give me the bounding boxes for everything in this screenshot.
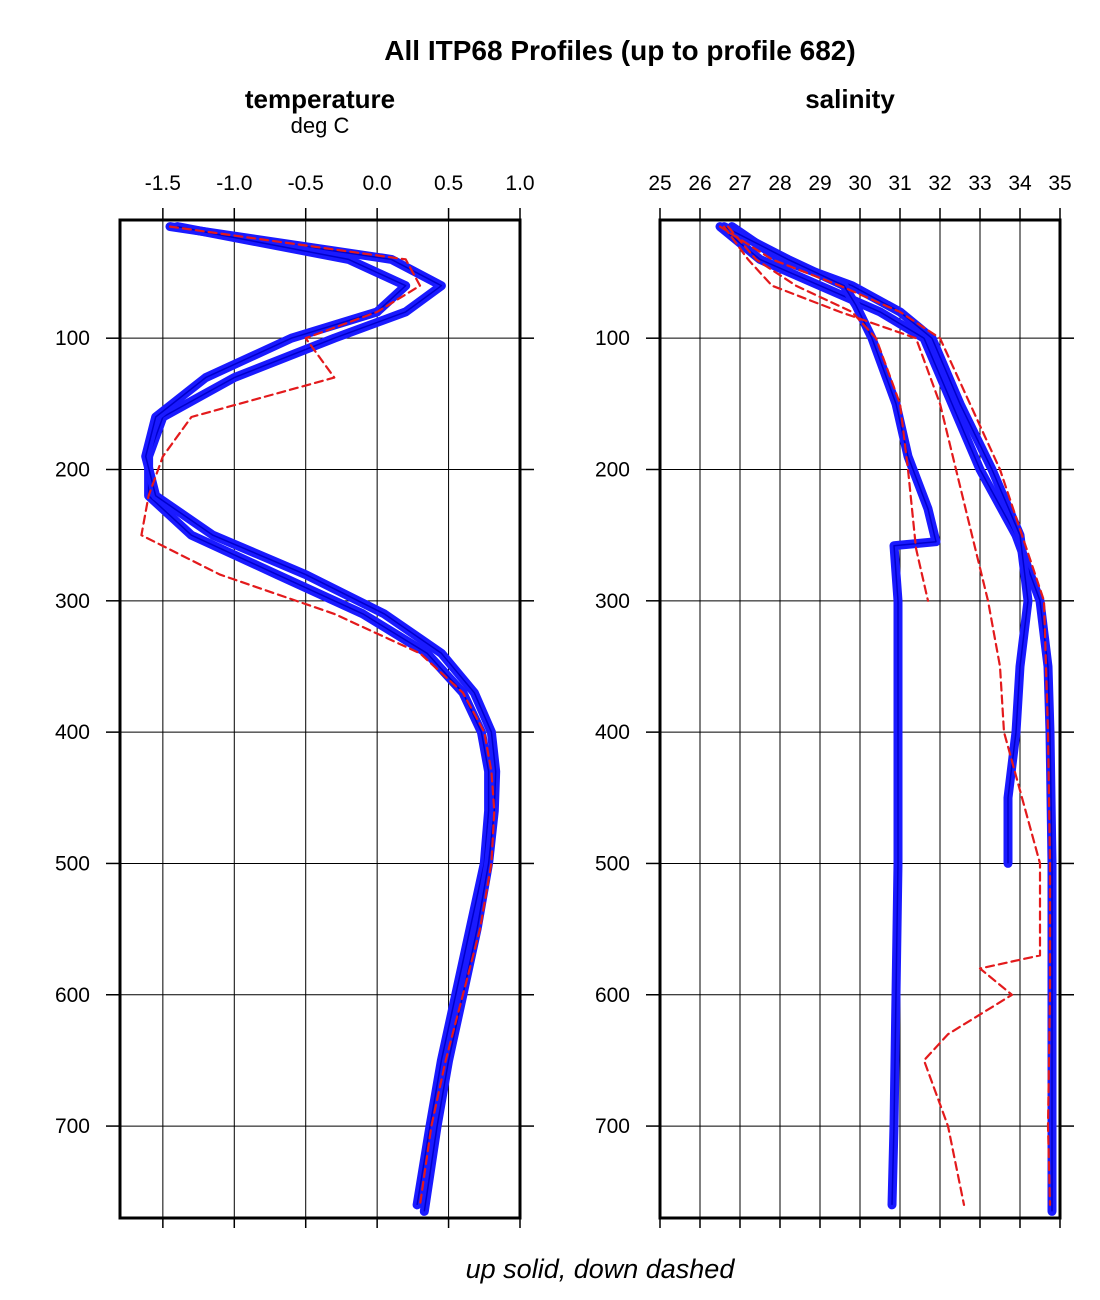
salinity-y-tick-label: 200 [595,459,630,482]
salinity-panel: 25 26 27 28 29 30 31 32 33 34 35 100 200 300 400 500 600… [595,172,1074,1228]
salinity-up-profile-line [719,222,941,1210]
temperature-x-tick-label: -1.5 [145,172,181,195]
temperature-y-tick-label: 700 [55,1115,90,1138]
salinity-panel-title: salinity [805,84,895,114]
salinity-x-tick-label: 26 [688,172,711,195]
salinity-x-tick-label: 28 [768,172,791,195]
salinity-x-tick-label: 32 [928,172,951,195]
temperature-x-tick-label: 1.0 [505,172,534,195]
salinity-y-tick-label: 400 [595,721,630,744]
temperature-y-tick-label: 500 [55,852,90,875]
temperature-up-profile-line [144,222,494,1210]
temperature-y-tick-label: 100 [55,327,90,350]
salinity-x-tick-label: 33 [968,172,991,195]
temperature-plot-frame [118,218,522,1220]
temperature-y-tick-label: 300 [55,590,90,613]
salinity-down-profile-line [722,225,1042,1207]
temperature-up-profile-edge [144,225,497,1212]
salinity-y-tick-label: 700 [595,1115,630,1138]
temperature-panel-title: temperature [245,84,395,114]
temperature-unit-label: deg C [291,113,350,138]
salinity-x-tick-label: 31 [888,172,911,195]
salinity-x-tick-label: 29 [808,172,831,195]
salinity-x-tick-label: 30 [848,172,871,195]
temperature-panel: -1.5 -1.0 -0.5 0.0 0.5 1.0 100 200 300 400 500 600 7… [55,172,535,1228]
salinity-x-tick-label: 34 [1008,172,1032,195]
salinity-x-tick-label: 35 [1048,172,1071,195]
salinity-y-tick-label: 300 [595,590,630,613]
temperature-x-tick-label: 0.0 [363,172,392,195]
salinity-y-tick-label: 500 [595,852,630,875]
salinity-x-tick-label: 27 [728,172,751,195]
temperature-x-tick-label: -0.5 [288,172,324,195]
figure-title: All ITP68 Profiles (up to profile 682) [384,35,855,66]
temperature-y-tick-label: 600 [55,984,90,1007]
salinity-up-profile-line [727,222,1033,868]
temperature-y-tick-label: 200 [55,459,90,482]
salinity-down-profile-line [726,225,930,602]
salinity-down-profile-line [718,225,1052,1207]
figure-footer-note: up solid, down dashed [466,1254,736,1284]
temperature-x-tick-label: 0.5 [434,172,463,195]
salinity-up-profile-edge [723,225,937,1205]
temperature-y-tick-label: 400 [55,721,90,744]
salinity-up-profile-edge [731,225,1029,864]
temperature-x-tick-label: -1.0 [216,172,252,195]
temperature-up-profile-edge [147,225,490,1206]
salinity-x-tick-label: 25 [648,172,671,195]
temperature-down-profile-line [140,225,496,1207]
salinity-y-tick-label: 600 [595,984,630,1007]
salinity-plot-frame [658,218,1062,1220]
salinity-y-tick-label: 100 [595,327,630,350]
